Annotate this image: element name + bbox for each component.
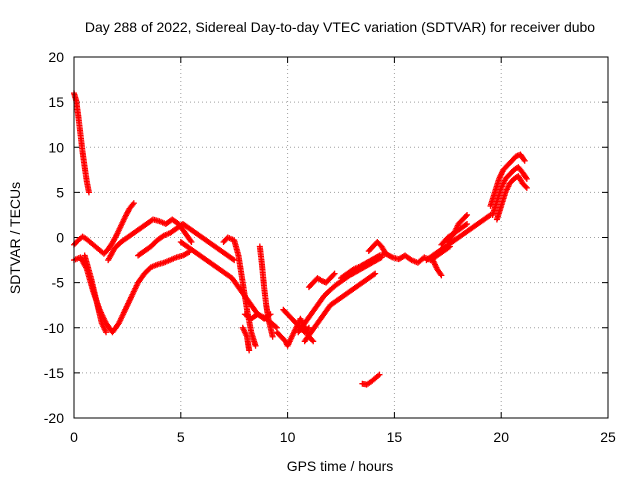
data-point — [85, 189, 92, 196]
y-tick-label: -5 — [52, 275, 65, 291]
series-track-u — [423, 211, 494, 264]
y-tick-label: -15 — [44, 365, 64, 381]
data-point — [522, 183, 529, 190]
plot-frame — [73, 56, 609, 419]
data-point — [252, 342, 259, 349]
data-point — [464, 211, 471, 218]
series-track-z — [493, 173, 530, 223]
data-point — [437, 271, 444, 278]
data-point — [438, 272, 445, 279]
series-track-k — [256, 243, 276, 340]
data-point — [523, 175, 530, 182]
x-tick-label: 5 — [177, 429, 185, 445]
x-tick-label: 15 — [387, 429, 403, 445]
series-track-t — [429, 257, 445, 279]
data-point — [522, 174, 529, 181]
data-point — [246, 347, 253, 354]
x-tick-label: 0 — [70, 429, 78, 445]
series-track-r — [365, 239, 389, 257]
data-point — [464, 220, 471, 227]
data-points — [71, 90, 530, 388]
y-tick-label: 15 — [48, 94, 64, 110]
data-point — [269, 333, 276, 340]
y-tick-label: -20 — [44, 410, 64, 426]
data-point — [272, 323, 279, 330]
data-point — [375, 253, 382, 260]
data-point — [229, 256, 236, 263]
y-tick-label: 20 — [48, 49, 64, 65]
series-track-d — [81, 252, 110, 336]
data-point — [185, 249, 192, 256]
tick-labels: 0 5 10 15 20 25 -20 -15 -10 -5 0 5 10 15 20 — [44, 49, 616, 445]
y-tick-label: 5 — [56, 184, 64, 200]
data-point — [330, 271, 337, 278]
series-track-h — [220, 234, 259, 349]
y-tick-label: 10 — [48, 139, 64, 155]
series-track-e — [105, 216, 195, 264]
series-track-w — [438, 220, 471, 248]
chart-title: Day 288 of 2022, Sidereal Day-to-day VTE… — [85, 19, 595, 35]
series-track-f — [135, 220, 238, 264]
data-point — [310, 338, 317, 345]
series-track-p — [305, 270, 338, 291]
data-point — [372, 270, 379, 277]
data-point — [486, 212, 493, 219]
data-point — [387, 253, 394, 260]
x-tick-label: 10 — [280, 429, 296, 445]
data-point — [523, 184, 530, 191]
grid-lines — [74, 57, 608, 418]
data-point — [370, 271, 377, 278]
data-point — [521, 157, 528, 164]
x-tick-label: 20 — [493, 429, 509, 445]
data-point — [520, 156, 527, 163]
data-point — [382, 250, 389, 257]
data-point — [304, 325, 311, 332]
series-track-y — [489, 164, 530, 218]
data-point — [462, 213, 469, 220]
x-axis-label: GPS time / hours — [287, 458, 394, 474]
data-point — [309, 337, 316, 344]
data-point — [188, 239, 195, 246]
series-track-b — [71, 200, 137, 257]
series-track-j — [239, 324, 253, 354]
y-tick-label: -10 — [44, 320, 64, 336]
series-track-g — [177, 239, 274, 322]
series-track-o — [301, 270, 379, 345]
x-tick-label: 25 — [600, 429, 616, 445]
data-point — [331, 270, 338, 277]
y-tick-label: 0 — [56, 230, 64, 246]
data-point — [376, 371, 383, 378]
series-track-s — [359, 371, 383, 388]
series-track-n — [295, 254, 385, 336]
data-point — [231, 257, 238, 264]
data-point — [462, 221, 469, 228]
data-point — [187, 237, 194, 244]
data-point — [103, 329, 110, 336]
series-track-a — [71, 90, 92, 196]
y-axis-label: SDTVAR / TECUs — [7, 182, 23, 294]
data-point — [130, 200, 137, 207]
